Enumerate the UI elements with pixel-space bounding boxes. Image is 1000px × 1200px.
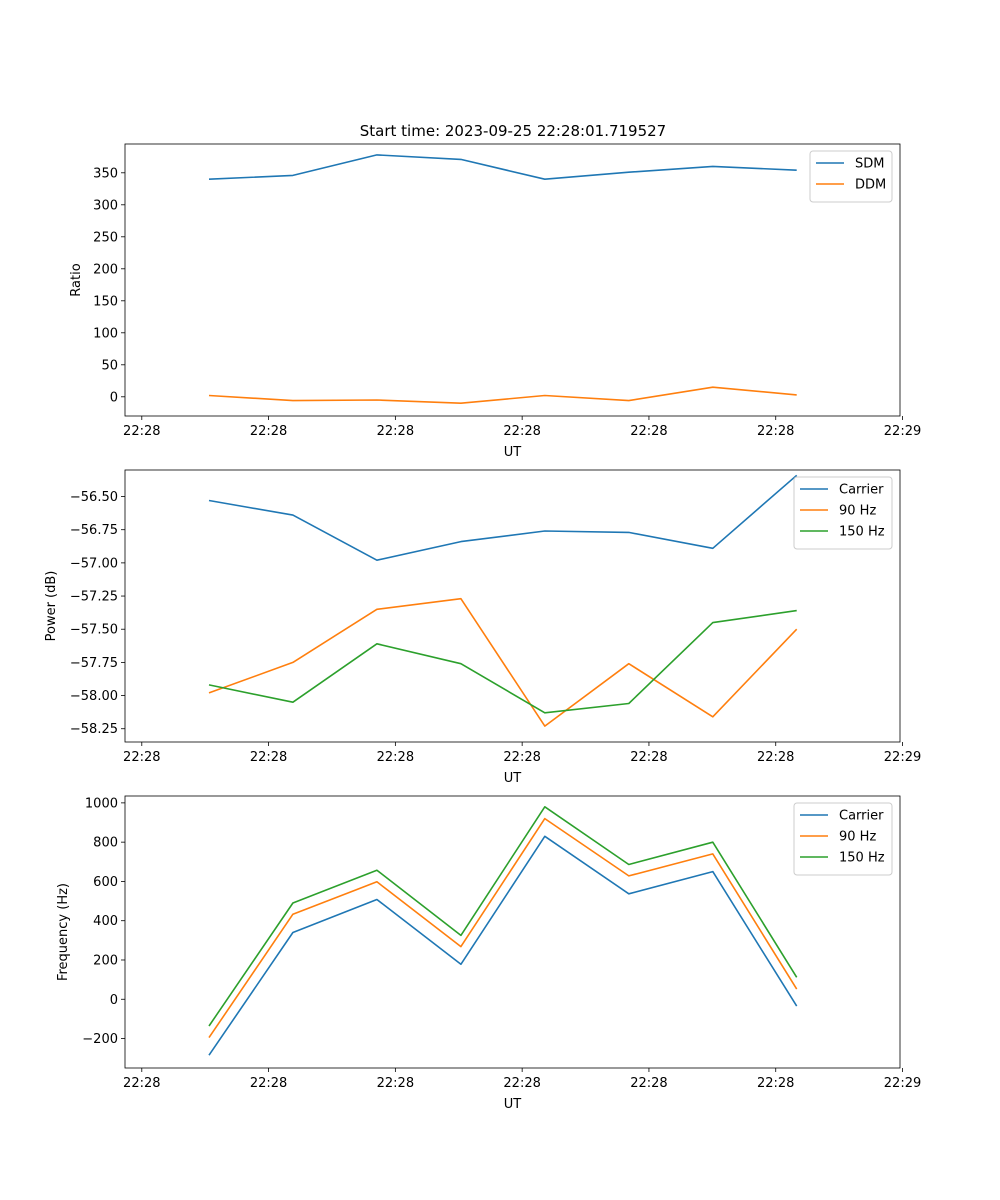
axes-frame bbox=[124, 795, 901, 1069]
y-tick-label: 600 bbox=[93, 875, 118, 890]
x-tick-label: 22:29 bbox=[884, 1076, 921, 1091]
legend-label: 90 Hz bbox=[839, 830, 876, 845]
y-tick-label: 100 bbox=[93, 326, 118, 341]
legend: Carrier 90 Hz 150 Hz bbox=[793, 802, 893, 876]
legend-label: Carrier bbox=[839, 809, 884, 824]
y-axis-label: Frequency (Hz) bbox=[56, 883, 71, 981]
chart-panels: 22:28 22:28 22:28 22:28 22:28 22:28 22:29 0 50 10… bbox=[44, 143, 921, 1112]
x-tick-label: 22:28 bbox=[630, 750, 667, 765]
y-tick-label: −58.00 bbox=[70, 689, 118, 704]
x-tick-label: 22:28 bbox=[377, 1076, 414, 1091]
series-line-90-hz bbox=[208, 597, 798, 727]
y-tick-label: 0 bbox=[110, 390, 118, 405]
legend-label: 150 Hz bbox=[839, 851, 885, 866]
legend-label: 150 Hz bbox=[839, 525, 885, 540]
x-tick-label: 22:29 bbox=[884, 424, 921, 439]
axes-frame bbox=[124, 143, 901, 417]
x-axis-label: UT bbox=[504, 445, 522, 460]
y-tick-label: 0 bbox=[110, 993, 118, 1008]
x-tick-label: 22:28 bbox=[377, 424, 414, 439]
legend-label: SDM bbox=[855, 157, 884, 172]
series-line-carrier bbox=[208, 835, 798, 1056]
x-tick-label: 22:28 bbox=[123, 1076, 160, 1091]
x-tick-label: 22:28 bbox=[757, 750, 794, 765]
y-tick-label: −57.50 bbox=[70, 623, 118, 638]
y-tick-label: 200 bbox=[93, 953, 118, 968]
x-tick-label: 22:28 bbox=[250, 424, 287, 439]
x-tick-label: 22:28 bbox=[123, 750, 160, 765]
series-line-ddm bbox=[208, 386, 797, 405]
x-tick-label: 22:28 bbox=[503, 750, 540, 765]
y-tick-label: 50 bbox=[101, 358, 118, 373]
x-tick-label: 22:29 bbox=[884, 750, 921, 765]
y-tick-label: −56.75 bbox=[70, 523, 118, 538]
y-tick-label: −58.25 bbox=[70, 722, 118, 737]
x-axis-label: UT bbox=[504, 1097, 522, 1112]
y-tick-label: −57.75 bbox=[70, 656, 118, 671]
series-line-150-hz bbox=[208, 805, 798, 1027]
x-tick-label: 22:28 bbox=[250, 1076, 287, 1091]
series-line-carrier bbox=[208, 474, 798, 562]
legend-label: 90 Hz bbox=[839, 504, 876, 519]
x-tick-label: 22:28 bbox=[630, 1076, 667, 1091]
x-tick-label: 22:28 bbox=[377, 750, 414, 765]
legend-label: Carrier bbox=[839, 483, 884, 498]
legend-label: DDM bbox=[855, 178, 886, 193]
x-tick-label: 22:28 bbox=[123, 424, 160, 439]
y-tick-label: 300 bbox=[93, 198, 118, 213]
y-axis-label: Power (dB) bbox=[44, 571, 59, 642]
y-tick-label: 250 bbox=[93, 230, 118, 245]
series-line-150-hz bbox=[208, 609, 797, 714]
y-tick-label: −200 bbox=[82, 1032, 118, 1047]
series-line-90-hz bbox=[208, 817, 798, 1039]
legend: Carrier 90 Hz 150 Hz bbox=[793, 476, 893, 550]
figure-title: Start time: 2023-09-25 22:28:01.719527 bbox=[360, 122, 666, 140]
y-tick-label: 200 bbox=[93, 262, 118, 277]
x-tick-label: 22:28 bbox=[250, 750, 287, 765]
chart-panel-2: 22:28 22:28 22:28 22:28 22:28 22:28 22:29 −58.2… bbox=[44, 469, 921, 786]
legend: SDM DDM bbox=[809, 150, 893, 203]
chart-panel-1: 22:28 22:28 22:28 22:28 22:28 22:28 22:29 0 50 10… bbox=[69, 143, 921, 460]
axes-frame bbox=[124, 469, 901, 743]
y-tick-label: 800 bbox=[93, 836, 118, 851]
series-line-sdm bbox=[208, 154, 797, 180]
x-tick-label: 22:28 bbox=[757, 424, 794, 439]
y-tick-label: −56.50 bbox=[70, 490, 118, 505]
x-tick-label: 22:28 bbox=[630, 424, 667, 439]
y-tick-label: 150 bbox=[93, 294, 118, 309]
x-tick-label: 22:28 bbox=[503, 424, 540, 439]
y-tick-label: 350 bbox=[93, 166, 118, 181]
y-tick-label: 400 bbox=[93, 914, 118, 929]
x-axis-label: UT bbox=[504, 771, 522, 786]
x-tick-label: 22:28 bbox=[757, 1076, 794, 1091]
y-axis-label: Ratio bbox=[69, 263, 84, 296]
y-tick-label: 1000 bbox=[85, 796, 118, 811]
chart-panel-3: 22:28 22:28 22:28 22:28 22:28 22:28 22:29 −200 0… bbox=[56, 795, 921, 1112]
x-tick-label: 22:28 bbox=[503, 1076, 540, 1091]
y-tick-label: −57.25 bbox=[70, 590, 118, 605]
y-tick-label: −57.00 bbox=[70, 556, 118, 571]
